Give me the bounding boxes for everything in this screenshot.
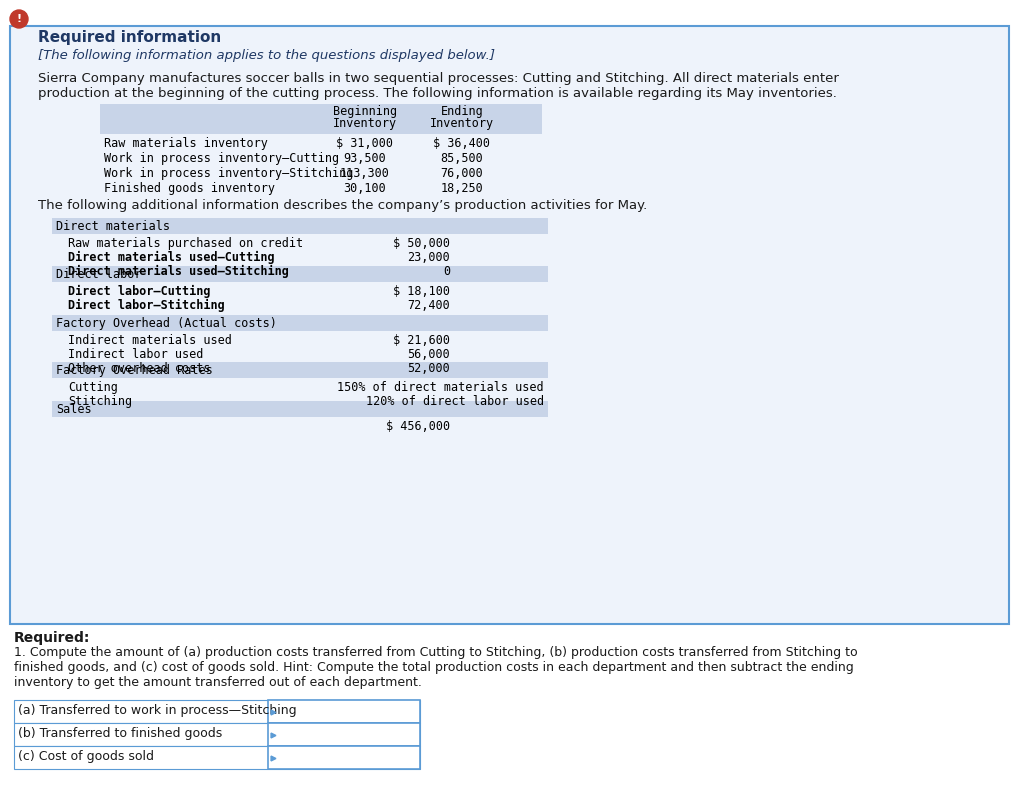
Text: 85,500: 85,500 <box>440 152 483 165</box>
Text: Raw materials purchased on credit: Raw materials purchased on credit <box>68 237 303 250</box>
Text: $ 36,400: $ 36,400 <box>433 137 490 150</box>
Text: 76,000: 76,000 <box>440 167 483 180</box>
Text: finished goods, and (c) cost of goods sold. Hint: Compute the total production c: finished goods, and (c) cost of goods so… <box>14 661 854 674</box>
Text: !: ! <box>16 14 21 24</box>
Text: 120% of direct labor used: 120% of direct labor used <box>366 395 544 408</box>
Bar <box>52 218 548 234</box>
Text: Stitching: Stitching <box>68 395 132 408</box>
Text: The following additional information describes the company’s production activiti: The following additional information des… <box>38 199 647 212</box>
Bar <box>52 362 548 378</box>
Text: Other overhead costs: Other overhead costs <box>68 362 211 375</box>
Bar <box>10 26 1009 624</box>
Text: Raw materials inventory: Raw materials inventory <box>104 137 268 150</box>
Bar <box>52 266 548 282</box>
Text: Factory Overhead (Actual costs): Factory Overhead (Actual costs) <box>56 317 277 330</box>
Text: Sierra Company manufactures soccer balls in two sequential processes: Cutting an: Sierra Company manufactures soccer balls… <box>38 72 839 85</box>
Text: Inventory: Inventory <box>430 117 494 130</box>
Text: 113,300: 113,300 <box>340 167 390 180</box>
Text: Indirect materials used: Indirect materials used <box>68 334 232 347</box>
Text: Beginning: Beginning <box>333 105 397 118</box>
Circle shape <box>10 10 28 28</box>
Text: 30,100: 30,100 <box>343 182 386 195</box>
Text: 23,000: 23,000 <box>408 251 450 264</box>
Bar <box>268 700 420 723</box>
Text: 150% of direct materials used: 150% of direct materials used <box>337 381 544 394</box>
Bar <box>52 315 548 331</box>
Bar <box>268 723 420 746</box>
Text: Indirect labor used: Indirect labor used <box>68 348 204 361</box>
Text: Work in process inventory–Stitching: Work in process inventory–Stitching <box>104 167 354 180</box>
Text: $ 31,000: $ 31,000 <box>336 137 393 150</box>
Text: 1. Compute the amount of (a) production costs transferred from Cutting to Stitch: 1. Compute the amount of (a) production … <box>14 646 858 659</box>
Text: Direct materials used–Stitching: Direct materials used–Stitching <box>68 265 288 278</box>
Text: Direct labor: Direct labor <box>56 268 142 281</box>
Text: 93,500: 93,500 <box>343 152 386 165</box>
Text: Inventory: Inventory <box>333 117 397 130</box>
Text: Cutting: Cutting <box>68 381 118 394</box>
Text: 56,000: 56,000 <box>408 348 450 361</box>
Text: inventory to get the amount transferred out of each department.: inventory to get the amount transferred … <box>14 676 422 689</box>
Text: Ending: Ending <box>440 105 483 118</box>
Bar <box>14 700 420 723</box>
Bar <box>268 746 420 769</box>
Text: $ 456,000: $ 456,000 <box>386 420 450 433</box>
Text: $ 18,100: $ 18,100 <box>393 285 450 298</box>
Text: 52,000: 52,000 <box>408 362 450 375</box>
Text: 0: 0 <box>443 265 450 278</box>
Text: Direct materials used–Cutting: Direct materials used–Cutting <box>68 251 275 264</box>
Text: [The following information applies to the questions displayed below.]: [The following information applies to th… <box>38 49 495 62</box>
Text: (c) Cost of goods sold: (c) Cost of goods sold <box>18 750 154 763</box>
Bar <box>52 401 548 417</box>
Text: 72,400: 72,400 <box>408 299 450 312</box>
Text: Finished goods inventory: Finished goods inventory <box>104 182 275 195</box>
Text: $ 21,600: $ 21,600 <box>393 334 450 347</box>
Bar <box>14 746 420 769</box>
Text: Work in process inventory–Cutting: Work in process inventory–Cutting <box>104 152 339 165</box>
Text: Direct materials: Direct materials <box>56 220 170 233</box>
Text: Direct labor–Stitching: Direct labor–Stitching <box>68 299 225 312</box>
Text: Direct labor–Cutting: Direct labor–Cutting <box>68 285 211 298</box>
Text: $ 50,000: $ 50,000 <box>393 237 450 250</box>
Text: Factory Overhead Rates: Factory Overhead Rates <box>56 364 213 377</box>
Bar <box>100 104 542 134</box>
Text: (a) Transferred to work in process—Stitching: (a) Transferred to work in process—Stitc… <box>18 704 297 717</box>
Text: production at the beginning of the cutting process. The following information is: production at the beginning of the cutti… <box>38 87 837 100</box>
Text: Required:: Required: <box>14 631 91 645</box>
Bar <box>14 723 420 746</box>
Text: Sales: Sales <box>56 403 92 416</box>
Text: (b) Transferred to finished goods: (b) Transferred to finished goods <box>18 727 222 740</box>
Text: Required information: Required information <box>38 30 221 45</box>
Text: 18,250: 18,250 <box>440 182 483 195</box>
